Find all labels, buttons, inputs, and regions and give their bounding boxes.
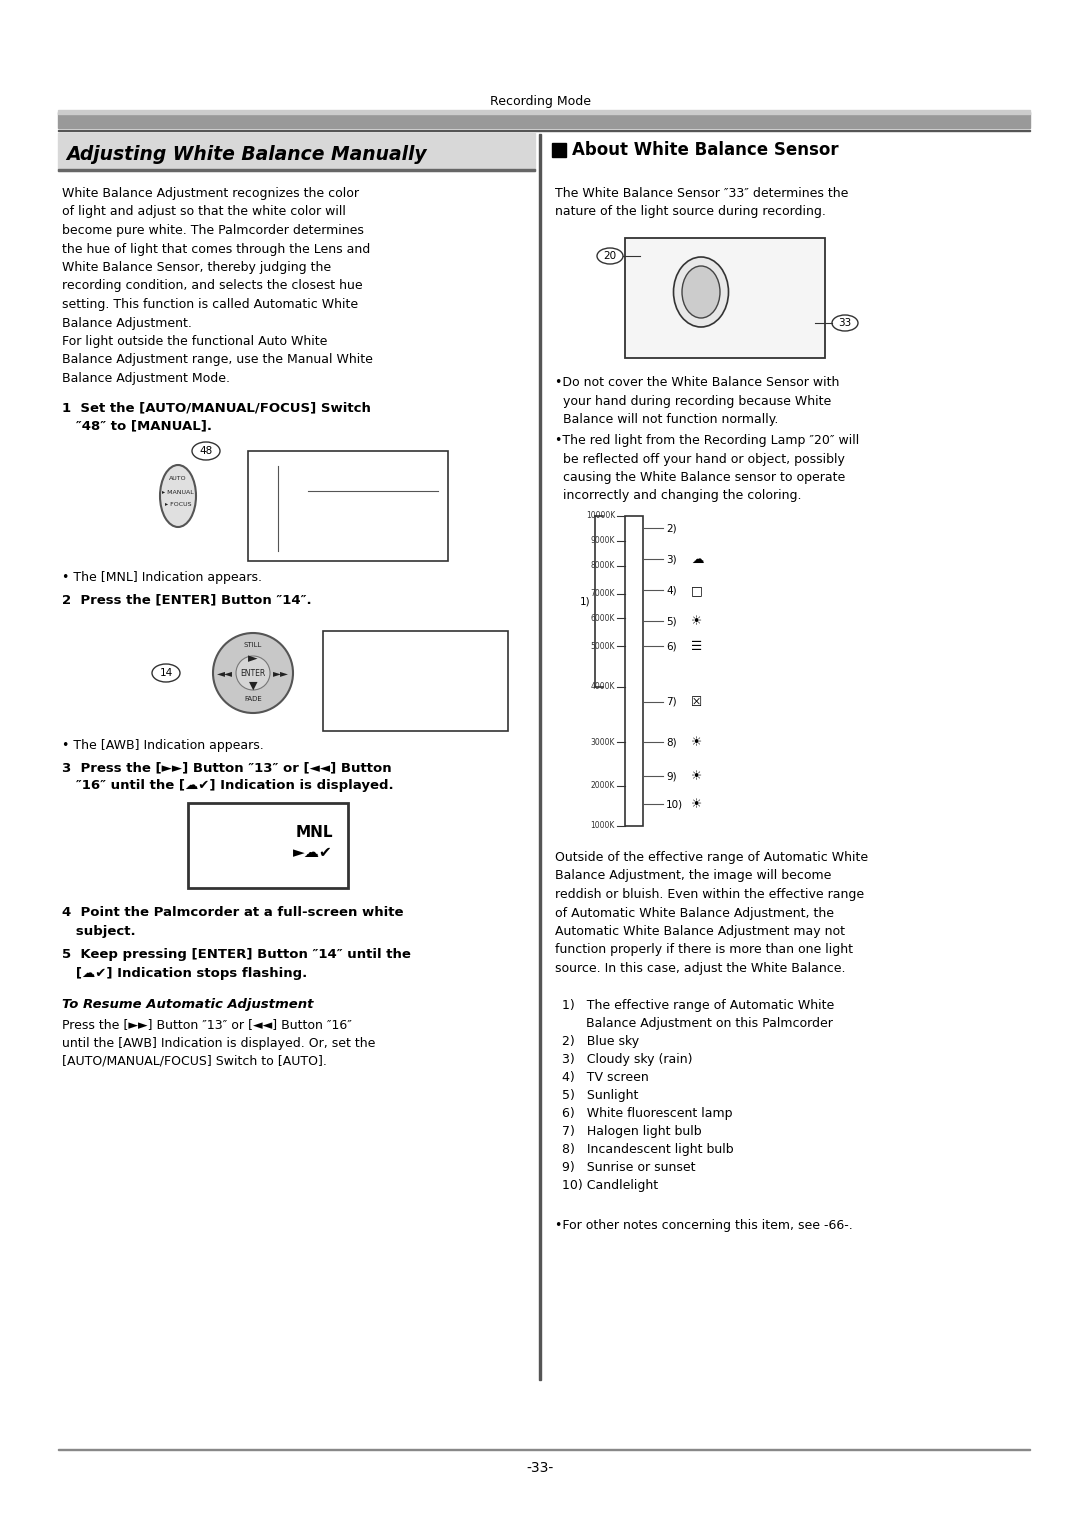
Text: ENTER: ENTER bbox=[241, 668, 266, 678]
Text: AUTO: AUTO bbox=[170, 476, 187, 481]
Ellipse shape bbox=[213, 633, 293, 713]
Text: ☒: ☒ bbox=[691, 696, 702, 708]
Text: 1  Set the [AUTO/MANUAL/FOCUS] Switch: 1 Set the [AUTO/MANUAL/FOCUS] Switch bbox=[62, 401, 370, 414]
Text: 5  Keep pressing [ENTER] Button ″14″ until the
   [☁✔] Indication stops flashing: 5 Keep pressing [ENTER] Button ″14″ unti… bbox=[62, 948, 410, 980]
Text: Press the [►►] Button ″13″ or [◄◄] Button ″16″
until the [AWB] Indication is dis: Press the [►►] Button ″13″ or [◄◄] Butto… bbox=[62, 1018, 376, 1068]
Text: 6)   White fluorescent lamp: 6) White fluorescent lamp bbox=[562, 1106, 732, 1120]
Text: 1000K: 1000K bbox=[591, 821, 615, 830]
Text: 4  Point the Palmcorder at a full-screen white
   subject.: 4 Point the Palmcorder at a full-screen … bbox=[62, 906, 404, 937]
Text: 1)   The effective range of Automatic White: 1) The effective range of Automatic Whit… bbox=[562, 1000, 834, 1012]
Text: 2)   Blue sky: 2) Blue sky bbox=[562, 1035, 639, 1048]
Text: White Balance Adjustment recognizes the color
of light and adjust so that the wh: White Balance Adjustment recognizes the … bbox=[62, 188, 373, 385]
Text: 14: 14 bbox=[160, 668, 173, 678]
Text: About White Balance Sensor: About White Balance Sensor bbox=[572, 140, 839, 159]
Text: STILL: STILL bbox=[244, 642, 262, 649]
Text: MNL: MNL bbox=[296, 826, 333, 839]
Text: •The red light from the Recording Lamp ″20″ will
  be reflected off your hand or: •The red light from the Recording Lamp ″… bbox=[555, 433, 860, 502]
Text: 5000K: 5000K bbox=[591, 642, 615, 650]
Text: ◄◄: ◄◄ bbox=[217, 668, 233, 678]
Text: ▼: ▼ bbox=[248, 681, 257, 691]
Ellipse shape bbox=[160, 465, 195, 526]
Bar bbox=[58, 133, 535, 171]
Text: 8000K: 8000K bbox=[591, 562, 615, 571]
Text: 4)   TV screen: 4) TV screen bbox=[562, 1071, 649, 1083]
Text: ″48″ to [MANUAL].: ″48″ to [MANUAL]. bbox=[62, 420, 212, 432]
Text: 9): 9) bbox=[666, 772, 677, 781]
Text: 6): 6) bbox=[666, 641, 677, 652]
Text: •Do not cover the White Balance Sensor with
  your hand during recording because: •Do not cover the White Balance Sensor w… bbox=[555, 375, 839, 426]
Text: 20: 20 bbox=[604, 250, 617, 261]
Text: ☰: ☰ bbox=[691, 639, 702, 653]
Text: 3)   Cloudy sky (rain): 3) Cloudy sky (rain) bbox=[562, 1053, 692, 1067]
Text: 48: 48 bbox=[200, 446, 213, 456]
Text: 2000K: 2000K bbox=[591, 781, 615, 790]
Text: 7)   Halogen light bulb: 7) Halogen light bulb bbox=[562, 1125, 702, 1138]
Text: • The [MNL] Indication appears.: • The [MNL] Indication appears. bbox=[62, 571, 262, 584]
Text: To Resume Automatic Adjustment: To Resume Automatic Adjustment bbox=[62, 998, 313, 1012]
Text: 1): 1) bbox=[579, 597, 590, 606]
Bar bbox=[58, 111, 1030, 128]
Text: 10000K: 10000K bbox=[585, 511, 615, 520]
Bar bbox=[323, 630, 508, 731]
Text: Balance Adjustment on this Palmcorder: Balance Adjustment on this Palmcorder bbox=[562, 1016, 833, 1030]
Text: ″16″ until the [☁✔] Indication is displayed.: ″16″ until the [☁✔] Indication is displa… bbox=[62, 778, 393, 792]
Bar bbox=[539, 134, 541, 1380]
Text: 9000K: 9000K bbox=[591, 536, 615, 545]
Text: 4): 4) bbox=[666, 586, 677, 595]
Text: ►: ► bbox=[248, 653, 258, 665]
Text: The White Balance Sensor ″33″ determines the
nature of the light source during r: The White Balance Sensor ″33″ determines… bbox=[555, 188, 849, 218]
Text: 2): 2) bbox=[666, 523, 677, 534]
Text: 7): 7) bbox=[666, 697, 677, 707]
Text: 4000K: 4000K bbox=[591, 682, 615, 691]
Text: -33-: -33- bbox=[526, 1460, 554, 1476]
Text: 5): 5) bbox=[666, 617, 677, 626]
Text: 10): 10) bbox=[666, 800, 684, 809]
Text: 5)   Sunlight: 5) Sunlight bbox=[562, 1090, 638, 1102]
Text: 6000K: 6000K bbox=[591, 613, 615, 623]
Bar bbox=[58, 110, 1030, 114]
Text: 3): 3) bbox=[666, 554, 677, 565]
Ellipse shape bbox=[237, 656, 270, 690]
Bar bbox=[625, 516, 643, 826]
Text: ☀: ☀ bbox=[691, 615, 702, 627]
Ellipse shape bbox=[681, 266, 720, 317]
Text: 7000K: 7000K bbox=[591, 589, 615, 598]
Text: •For other notes concerning this item, see -66-.: •For other notes concerning this item, s… bbox=[555, 1219, 853, 1231]
Text: 3000K: 3000K bbox=[591, 737, 615, 746]
Text: Adjusting White Balance Manually: Adjusting White Balance Manually bbox=[66, 145, 427, 163]
Text: FADE: FADE bbox=[244, 696, 261, 702]
Bar bbox=[552, 143, 566, 157]
Text: ▸ FOCUS: ▸ FOCUS bbox=[165, 502, 191, 508]
Text: 10) Candlelight: 10) Candlelight bbox=[562, 1180, 658, 1192]
Text: ►►: ►► bbox=[273, 668, 289, 678]
Text: ☀: ☀ bbox=[691, 771, 702, 783]
Text: 3  Press the [►►] Button ″13″ or [◄◄] Button: 3 Press the [►►] Button ″13″ or [◄◄] But… bbox=[62, 761, 392, 774]
Text: ►☁✔: ►☁✔ bbox=[294, 845, 333, 861]
Text: 33: 33 bbox=[838, 317, 852, 328]
Text: 8)   Incandescent light bulb: 8) Incandescent light bulb bbox=[562, 1143, 733, 1157]
Ellipse shape bbox=[674, 256, 729, 327]
Text: Recording Mode: Recording Mode bbox=[489, 96, 591, 108]
Bar bbox=[248, 452, 448, 562]
Text: 2  Press the [ENTER] Button ″14″.: 2 Press the [ENTER] Button ″14″. bbox=[62, 594, 312, 606]
Bar bbox=[188, 803, 348, 888]
Text: ☀: ☀ bbox=[691, 798, 702, 810]
Text: 9)   Sunrise or sunset: 9) Sunrise or sunset bbox=[562, 1161, 696, 1173]
Text: ☀: ☀ bbox=[691, 736, 702, 749]
Text: 8): 8) bbox=[666, 737, 677, 748]
Text: Outside of the effective range of Automatic White
Balance Adjustment, the image : Outside of the effective range of Automa… bbox=[555, 852, 868, 975]
Text: • The [AWB] Indication appears.: • The [AWB] Indication appears. bbox=[62, 739, 264, 752]
Text: □: □ bbox=[691, 584, 703, 597]
Text: ▸ MANUAL: ▸ MANUAL bbox=[162, 490, 194, 494]
Bar bbox=[625, 238, 825, 359]
Text: ☁: ☁ bbox=[691, 552, 703, 566]
Bar bbox=[58, 169, 535, 171]
